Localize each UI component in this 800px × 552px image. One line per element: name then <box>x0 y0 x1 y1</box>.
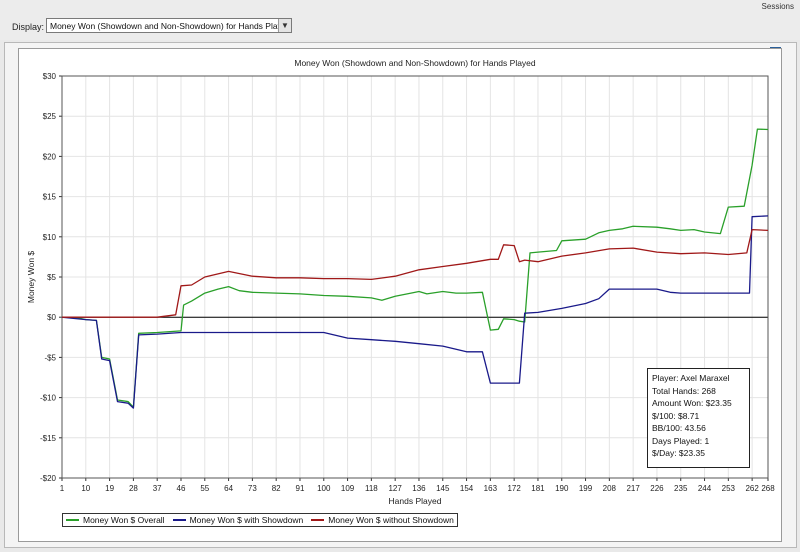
legend-label-showdown: Money Won $ with Showdown <box>189 515 304 525</box>
stats-amount-won: Amount Won: $23.35 <box>652 398 732 408</box>
x-tick-label: 109 <box>341 484 355 493</box>
display-select-value: Money Won (Showdown and Non-Showdown) fo… <box>50 21 292 31</box>
legend-label-overall: Money Won $ Overall <box>83 515 165 525</box>
chart-legend: Money Won $ Overall Money Won $ with Sho… <box>62 513 458 527</box>
legend-item-non-showdown: Money Won $ without Showdown <box>311 515 454 525</box>
x-tick-label: 19 <box>105 484 114 493</box>
player-stats-box: Player: Axel Maraxel Total Hands: 268 Am… <box>647 368 750 468</box>
stats-dollars-per-100: $/100: $8.71 <box>652 410 700 421</box>
legend-swatch-showdown <box>172 519 186 521</box>
legend-item-showdown: Money Won $ with Showdown <box>172 515 304 525</box>
stats-total-hands: Total Hands: 268 <box>652 385 716 396</box>
x-tick-label: 127 <box>388 484 402 493</box>
x-tick-label: 235 <box>674 484 688 493</box>
y-tick-label: $20 <box>43 152 57 161</box>
stats-bb-per-100: BB/100: 43.56 <box>652 423 706 433</box>
x-tick-label: 145 <box>436 484 450 493</box>
display-select[interactable]: Money Won (Showdown and Non-Showdown) fo… <box>46 18 292 33</box>
legend-swatch-overall <box>66 519 79 521</box>
y-tick-label: $15 <box>43 193 57 202</box>
x-tick-label: 28 <box>129 484 138 493</box>
stats-days-played: Days Played: 1 <box>652 435 710 446</box>
x-tick-label: 244 <box>698 484 712 493</box>
x-tick-label: 64 <box>224 484 233 493</box>
plot-border <box>61 75 769 479</box>
x-tick-label: 226 <box>650 484 664 493</box>
toolbar: Sessions Display: Money Won (Showdown an… <box>0 0 800 40</box>
y-tick-label: $10 <box>43 233 57 242</box>
x-tick-label: 262 <box>745 484 759 493</box>
x-tick-label: 199 <box>579 484 593 493</box>
x-tick-label: 136 <box>412 484 426 493</box>
legend-item-overall: Money Won $ Overall <box>66 515 165 525</box>
y-tick-label: $5 <box>47 273 56 282</box>
x-tick-label: 118 <box>365 484 378 493</box>
x-tick-label: 181 <box>531 484 545 493</box>
series-line-2 <box>61 215 769 409</box>
x-tick-label: 163 <box>484 484 498 493</box>
x-tick-label: 172 <box>507 484 521 493</box>
y-tick-label: -$15 <box>40 434 57 443</box>
y-tick-label: -$5 <box>44 353 56 362</box>
y-tick-label: -$10 <box>40 394 57 403</box>
x-tick-label: 154 <box>460 484 474 493</box>
series-line-1 <box>62 128 769 408</box>
x-axis-label: Hands Played <box>389 496 442 506</box>
stats-player: Player: Axel Maraxel <box>652 373 730 383</box>
legend-swatch-non-showdown <box>311 519 325 521</box>
x-tick-label: 190 <box>555 484 569 493</box>
x-tick-label: 100 <box>317 484 331 493</box>
y-axis-label: Money Won $ <box>26 251 36 304</box>
x-tick-label: 46 <box>177 484 186 493</box>
chevron-down-icon[interactable]: ▼ <box>278 19 291 32</box>
x-tick-label: 268 <box>761 484 775 493</box>
display-label: Display: <box>12 22 45 32</box>
y-tick-label: $30 <box>43 72 57 81</box>
chart-title: Money Won (Showdown and Non-Showdown) fo… <box>294 58 536 68</box>
x-tick-label: 73 <box>248 484 257 493</box>
legend-label-non-showdown: Money Won $ without Showdown <box>328 515 454 525</box>
stats-dollars-per-day: $/Day: $23.35 <box>652 448 705 458</box>
y-tick-label: $0 <box>47 313 56 322</box>
series-line-3 <box>62 228 769 318</box>
sessions-link[interactable]: Sessions <box>761 2 794 11</box>
x-tick-label: 91 <box>296 484 305 493</box>
x-tick-label: 1 <box>60 484 65 493</box>
y-tick-label: -$20 <box>40 474 57 483</box>
x-tick-label: 253 <box>722 484 736 493</box>
x-tick-label: 217 <box>626 484 640 493</box>
x-tick-label: 208 <box>603 484 617 493</box>
x-tick-label: 37 <box>153 484 162 493</box>
y-tick-label: $25 <box>43 112 57 121</box>
x-tick-label: 82 <box>272 484 281 493</box>
x-tick-label: 55 <box>200 484 209 493</box>
x-tick-label: 10 <box>81 484 90 493</box>
